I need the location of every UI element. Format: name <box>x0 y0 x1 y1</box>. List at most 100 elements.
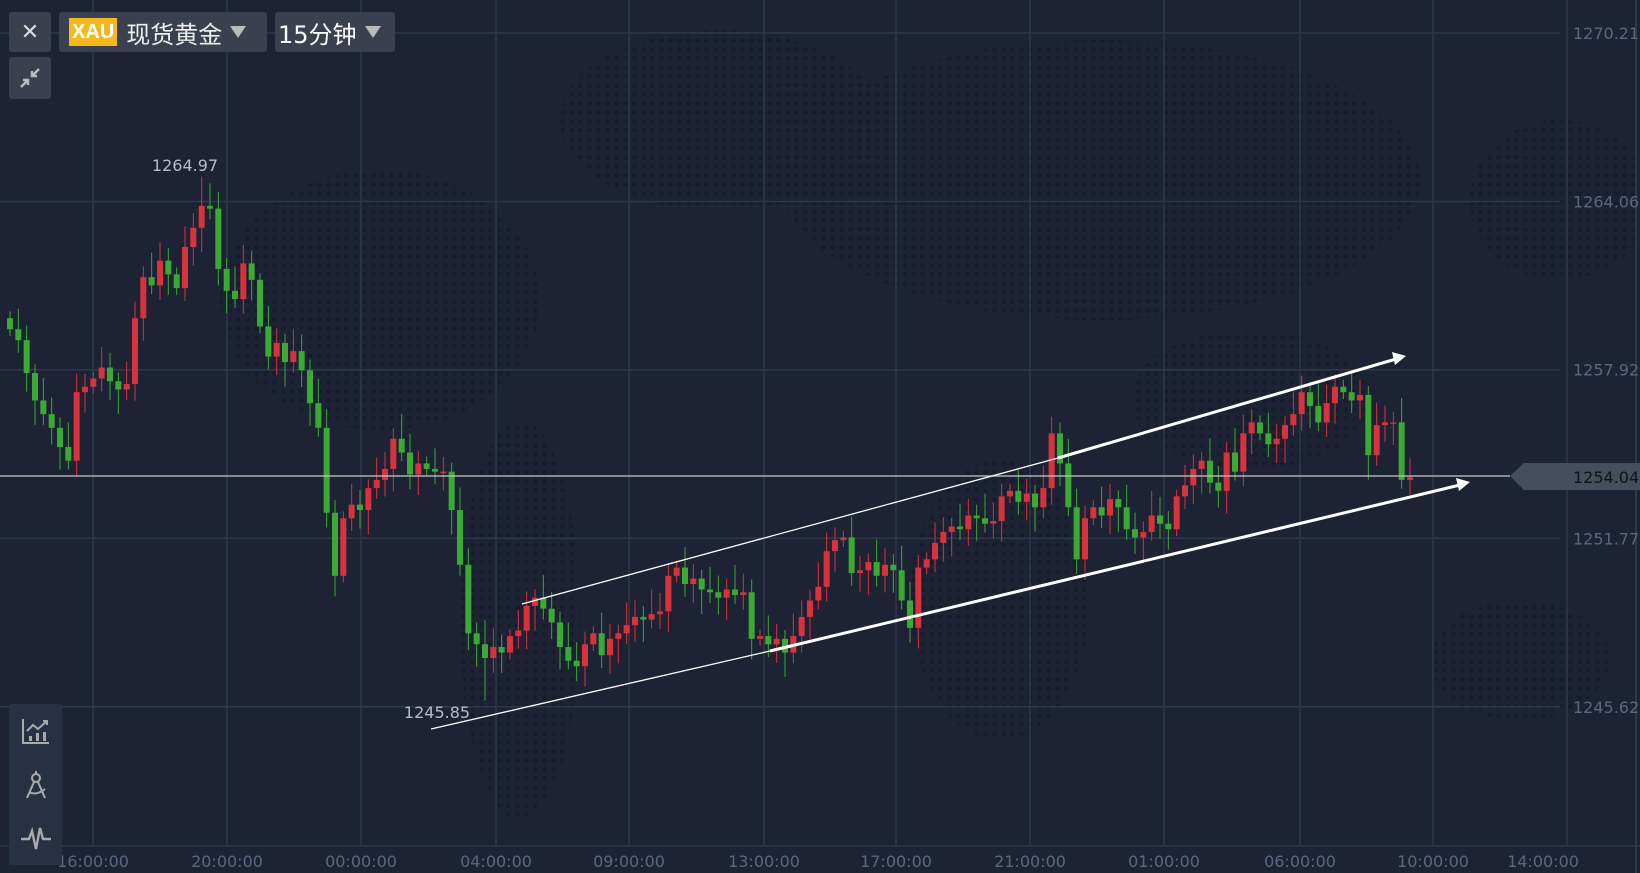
candle-down <box>398 438 405 453</box>
close-icon: ✕ <box>20 19 40 45</box>
candle-up <box>90 378 97 387</box>
oscillator-button[interactable] <box>9 812 62 866</box>
candle-up <box>998 496 1005 521</box>
current-price-tag <box>1510 463 1640 490</box>
candle-up <box>648 614 655 620</box>
lower-trendline-thin[interactable] <box>430 650 771 730</box>
candle-up <box>1357 394 1363 401</box>
upper-trendline-thin[interactable] <box>521 457 1059 605</box>
collapse-button[interactable] <box>9 57 51 99</box>
x-tick-label: 13:00:00 <box>728 852 800 871</box>
drawing-tools-button[interactable] <box>9 758 62 812</box>
candle-up <box>532 597 538 606</box>
candle-down <box>890 564 897 571</box>
candle-down <box>48 414 55 428</box>
candle-down <box>573 660 580 667</box>
candle-down <box>432 468 438 472</box>
candle-down <box>1032 493 1038 508</box>
y-tick-label: 1251.77 <box>1573 529 1639 548</box>
close-button[interactable]: ✕ <box>9 12 51 52</box>
candle-up <box>632 616 638 626</box>
candle-up <box>882 564 888 576</box>
candle-up <box>832 540 838 552</box>
candle-up <box>198 205 205 228</box>
candle-up <box>1190 468 1197 486</box>
lower-trendline[interactable] <box>769 483 1461 653</box>
candle-down <box>332 512 338 576</box>
candle-up <box>382 468 388 480</box>
pulse-wave-icon <box>20 826 51 850</box>
candle-up <box>657 611 663 615</box>
candle-up <box>132 318 138 384</box>
candle-down <box>40 400 47 415</box>
interval-selector[interactable]: 15分钟 <box>275 12 395 52</box>
candle-down <box>548 608 555 623</box>
upper-trendline[interactable] <box>1057 357 1397 460</box>
candle-up <box>1273 438 1280 445</box>
candle-down <box>298 351 305 371</box>
x-tick-label: 21:00:00 <box>994 852 1066 871</box>
candle-up <box>515 630 522 637</box>
candle-up <box>1407 477 1413 480</box>
candle-up <box>1148 515 1155 532</box>
candle-up <box>82 386 88 393</box>
candle-down <box>457 510 463 565</box>
candle-up <box>1048 433 1055 489</box>
candle-down <box>248 263 255 280</box>
candle-down <box>407 452 413 475</box>
candle-up <box>940 531 947 543</box>
candle-up <box>1373 425 1380 456</box>
lower-trendline-arrowhead <box>1456 478 1470 491</box>
candle-down <box>307 370 313 404</box>
candle-up <box>1290 414 1297 426</box>
candle-down <box>698 578 705 590</box>
candle-down <box>7 318 13 330</box>
candle-down <box>1123 507 1130 530</box>
candle-down <box>1232 452 1238 472</box>
candle-up <box>1090 507 1097 519</box>
candle-down <box>898 570 905 601</box>
candle-up <box>1240 433 1247 472</box>
candle-up <box>182 246 188 289</box>
interval-label: 15分钟 <box>278 20 357 49</box>
x-tick-label: 06:00:00 <box>1264 852 1336 871</box>
candle-up <box>157 260 163 286</box>
candle-down <box>448 471 455 511</box>
candle-up <box>290 351 297 363</box>
candle-up <box>948 526 955 532</box>
candle-down <box>1165 523 1172 530</box>
candle-down <box>1307 392 1313 406</box>
candle-up <box>607 638 613 656</box>
low-label: 1245.85 <box>404 703 470 722</box>
grid <box>0 0 1560 846</box>
candle-up <box>823 551 830 587</box>
candle-down <box>65 447 72 461</box>
candle-down <box>282 342 288 363</box>
candle-up <box>348 504 355 519</box>
x-tick-label: 10:00:00 <box>1397 852 1469 871</box>
candle-up <box>857 570 863 574</box>
candle-down <box>973 515 980 519</box>
y-tick-label: 1264.06 <box>1573 193 1639 212</box>
candle-up <box>757 636 763 639</box>
candle-up <box>1382 422 1388 426</box>
candle-down <box>165 260 172 275</box>
candle-down <box>357 504 363 511</box>
symbol-selector[interactable]: XAU 现货黄金 <box>59 12 267 52</box>
compass-drawing-icon <box>25 771 46 799</box>
candle-down <box>115 381 122 390</box>
candle-up <box>665 575 672 612</box>
trendlines[interactable] <box>430 352 1470 730</box>
candle-up <box>140 277 147 319</box>
candle-up <box>723 589 730 598</box>
candle-up <box>932 542 938 560</box>
candle-down <box>557 622 563 648</box>
candle-down <box>1398 422 1405 480</box>
candle-down <box>957 526 963 530</box>
y-axis-ticks: 1270.21 1264.06 1257.92 1251.77 1245.62 <box>1573 24 1639 717</box>
x-tick-label: 00:00:00 <box>325 852 397 871</box>
indicators-button[interactable] <box>9 704 62 758</box>
candle-down <box>57 427 63 448</box>
candle-up <box>523 605 530 631</box>
